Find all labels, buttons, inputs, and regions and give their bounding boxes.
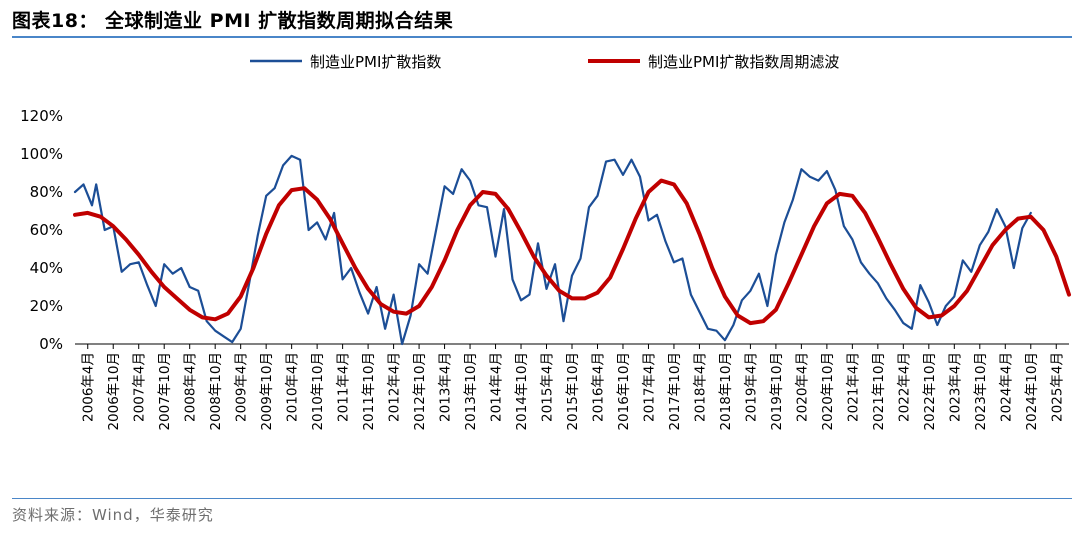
legend-label-actual: 制造业PMI扩散指数 — [310, 53, 441, 71]
source-note: 资料来源：Wind，华泰研究 — [12, 506, 214, 524]
x-tick-label: 2015年10月 — [565, 352, 581, 431]
x-tick-label: 2025年4月 — [1049, 352, 1065, 422]
x-tick-label: 2017年4月 — [641, 352, 657, 422]
title-divider — [12, 36, 1072, 38]
x-tick-label: 2017年10月 — [667, 352, 683, 431]
x-tick-label: 2024年4月 — [998, 352, 1014, 422]
x-tick-label: 2020年10月 — [820, 352, 836, 431]
x-tick-label: 2024年10月 — [1024, 352, 1040, 431]
x-tick-label: 2021年10月 — [871, 352, 887, 431]
x-tick-label: 2009年10月 — [259, 352, 275, 431]
x-tick-label: 2016年4月 — [590, 352, 606, 422]
source-divider — [12, 498, 1072, 499]
series-lines — [73, 154, 1071, 346]
y-tick-label: 40% — [30, 259, 63, 277]
x-tick-label: 2018年4月 — [692, 352, 708, 422]
legend: 制造业PMI扩散指数 制造业PMI扩散指数周期滤波 — [250, 53, 839, 71]
x-tick-label: 2015年4月 — [540, 352, 556, 422]
x-tick-label: 2019年4月 — [743, 352, 759, 422]
x-tick-label: 2013年4月 — [438, 352, 454, 422]
legend-label-filter: 制造业PMI扩散指数周期滤波 — [648, 53, 839, 71]
x-tick-label: 2009年4月 — [234, 352, 250, 422]
x-tick-label: 2012年4月 — [387, 352, 403, 422]
x-tick-label: 2014年4月 — [489, 352, 505, 422]
x-tick-label: 2006年10月 — [106, 352, 122, 431]
x-tick-label: 2010年4月 — [285, 352, 301, 422]
y-axis-ticks: 0% 20% 40% 60% 80% 100% 120% — [20, 107, 63, 353]
x-tick-label: 2012年10月 — [412, 352, 428, 431]
x-tick-label: 2022年4月 — [896, 352, 912, 422]
y-tick-label: 60% — [30, 221, 63, 239]
series-line-filter — [73, 178, 1071, 326]
y-tick-label: 80% — [30, 183, 63, 201]
y-tick-label: 20% — [30, 297, 63, 315]
x-tick-label: 2008年4月 — [183, 352, 199, 422]
pmi-chart: 制造业PMI扩散指数 制造业PMI扩散指数周期滤波 0% 20% 40% 60% 80%… — [20, 53, 1071, 431]
x-tick-label: 2007年4月 — [132, 352, 148, 422]
x-tick-label: 2023年10月 — [973, 352, 989, 431]
x-tick-label: 2006年4月 — [81, 352, 97, 422]
x-tick-label: 2020年4月 — [794, 352, 810, 422]
chart-title: 图表18： 全球制造业 PMI 扩散指数周期拟合结果 — [12, 10, 454, 32]
x-tick-label: 2023年4月 — [947, 352, 963, 422]
x-axis-ticks: 2006年4月 2006年10月 2007年4月 2007年10月 2008年4月 200… — [81, 344, 1065, 431]
series-line-actual — [73, 154, 1032, 346]
y-tick-label: 120% — [20, 107, 63, 125]
x-tick-label: 2019年10月 — [769, 352, 785, 431]
y-tick-label: 100% — [20, 145, 63, 163]
x-tick-label: 2022年10月 — [922, 352, 938, 431]
x-tick-label: 2013年10月 — [463, 352, 479, 431]
x-tick-label: 2014年10月 — [514, 352, 530, 431]
x-tick-label: 2010年10月 — [310, 352, 326, 431]
x-tick-label: 2008年10月 — [208, 352, 224, 431]
x-tick-label: 2011年10月 — [361, 352, 377, 431]
x-tick-label: 2011年4月 — [336, 352, 352, 422]
y-tick-label: 0% — [39, 335, 63, 353]
x-tick-label: 2018年10月 — [718, 352, 734, 431]
x-tick-label: 2007年10月 — [157, 352, 173, 431]
x-tick-label: 2016年10月 — [616, 352, 632, 431]
x-tick-label: 2021年4月 — [845, 352, 861, 422]
